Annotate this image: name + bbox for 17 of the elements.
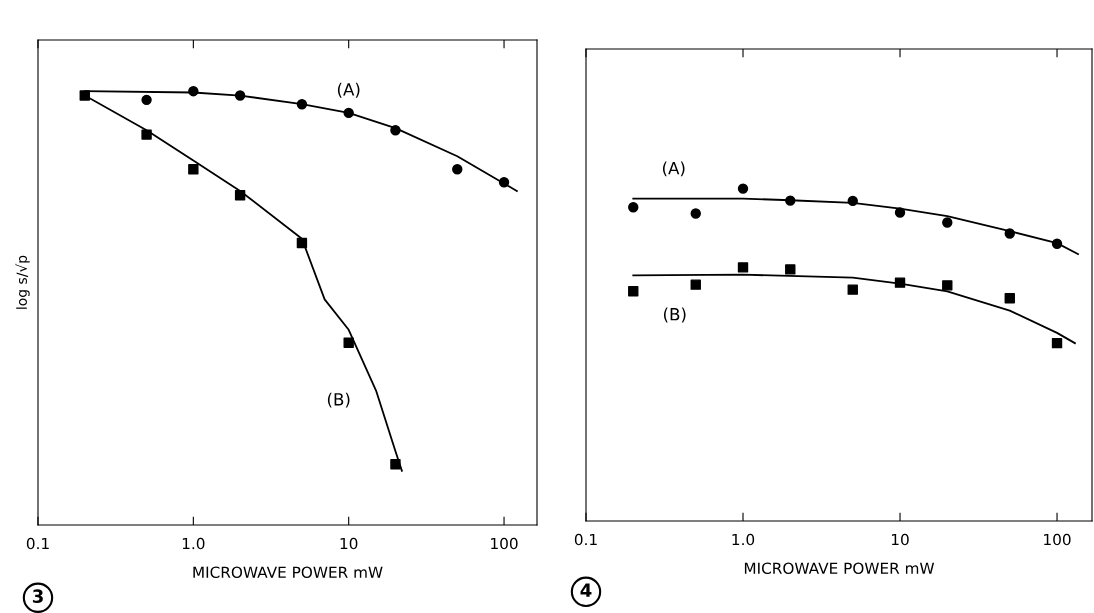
series-label: (A) <box>337 82 360 98</box>
y-axis-title: log s/√p <box>15 255 30 309</box>
x-axis-title: MICROWAVE POWER mW <box>744 562 935 574</box>
x-tick-label: 10 <box>891 533 909 546</box>
text: 4 <box>580 583 592 597</box>
text: (A) <box>662 161 685 177</box>
x-tick-label: 1.0 <box>182 537 205 550</box>
x-tick-label: 0.1 <box>26 537 49 550</box>
text: (B) <box>327 392 350 408</box>
x-axis-title: MICROWAVE POWER mW <box>193 566 383 578</box>
x-tick-label: 1.0 <box>732 533 755 546</box>
text: 3 <box>32 589 43 603</box>
x-tick-label: 10 <box>340 537 358 550</box>
series-label: (B) <box>663 307 686 323</box>
x-tick-label: 0.1 <box>574 533 597 546</box>
x-tick-label: 100 <box>491 537 518 550</box>
x-tick-label: 100 <box>1044 533 1071 546</box>
